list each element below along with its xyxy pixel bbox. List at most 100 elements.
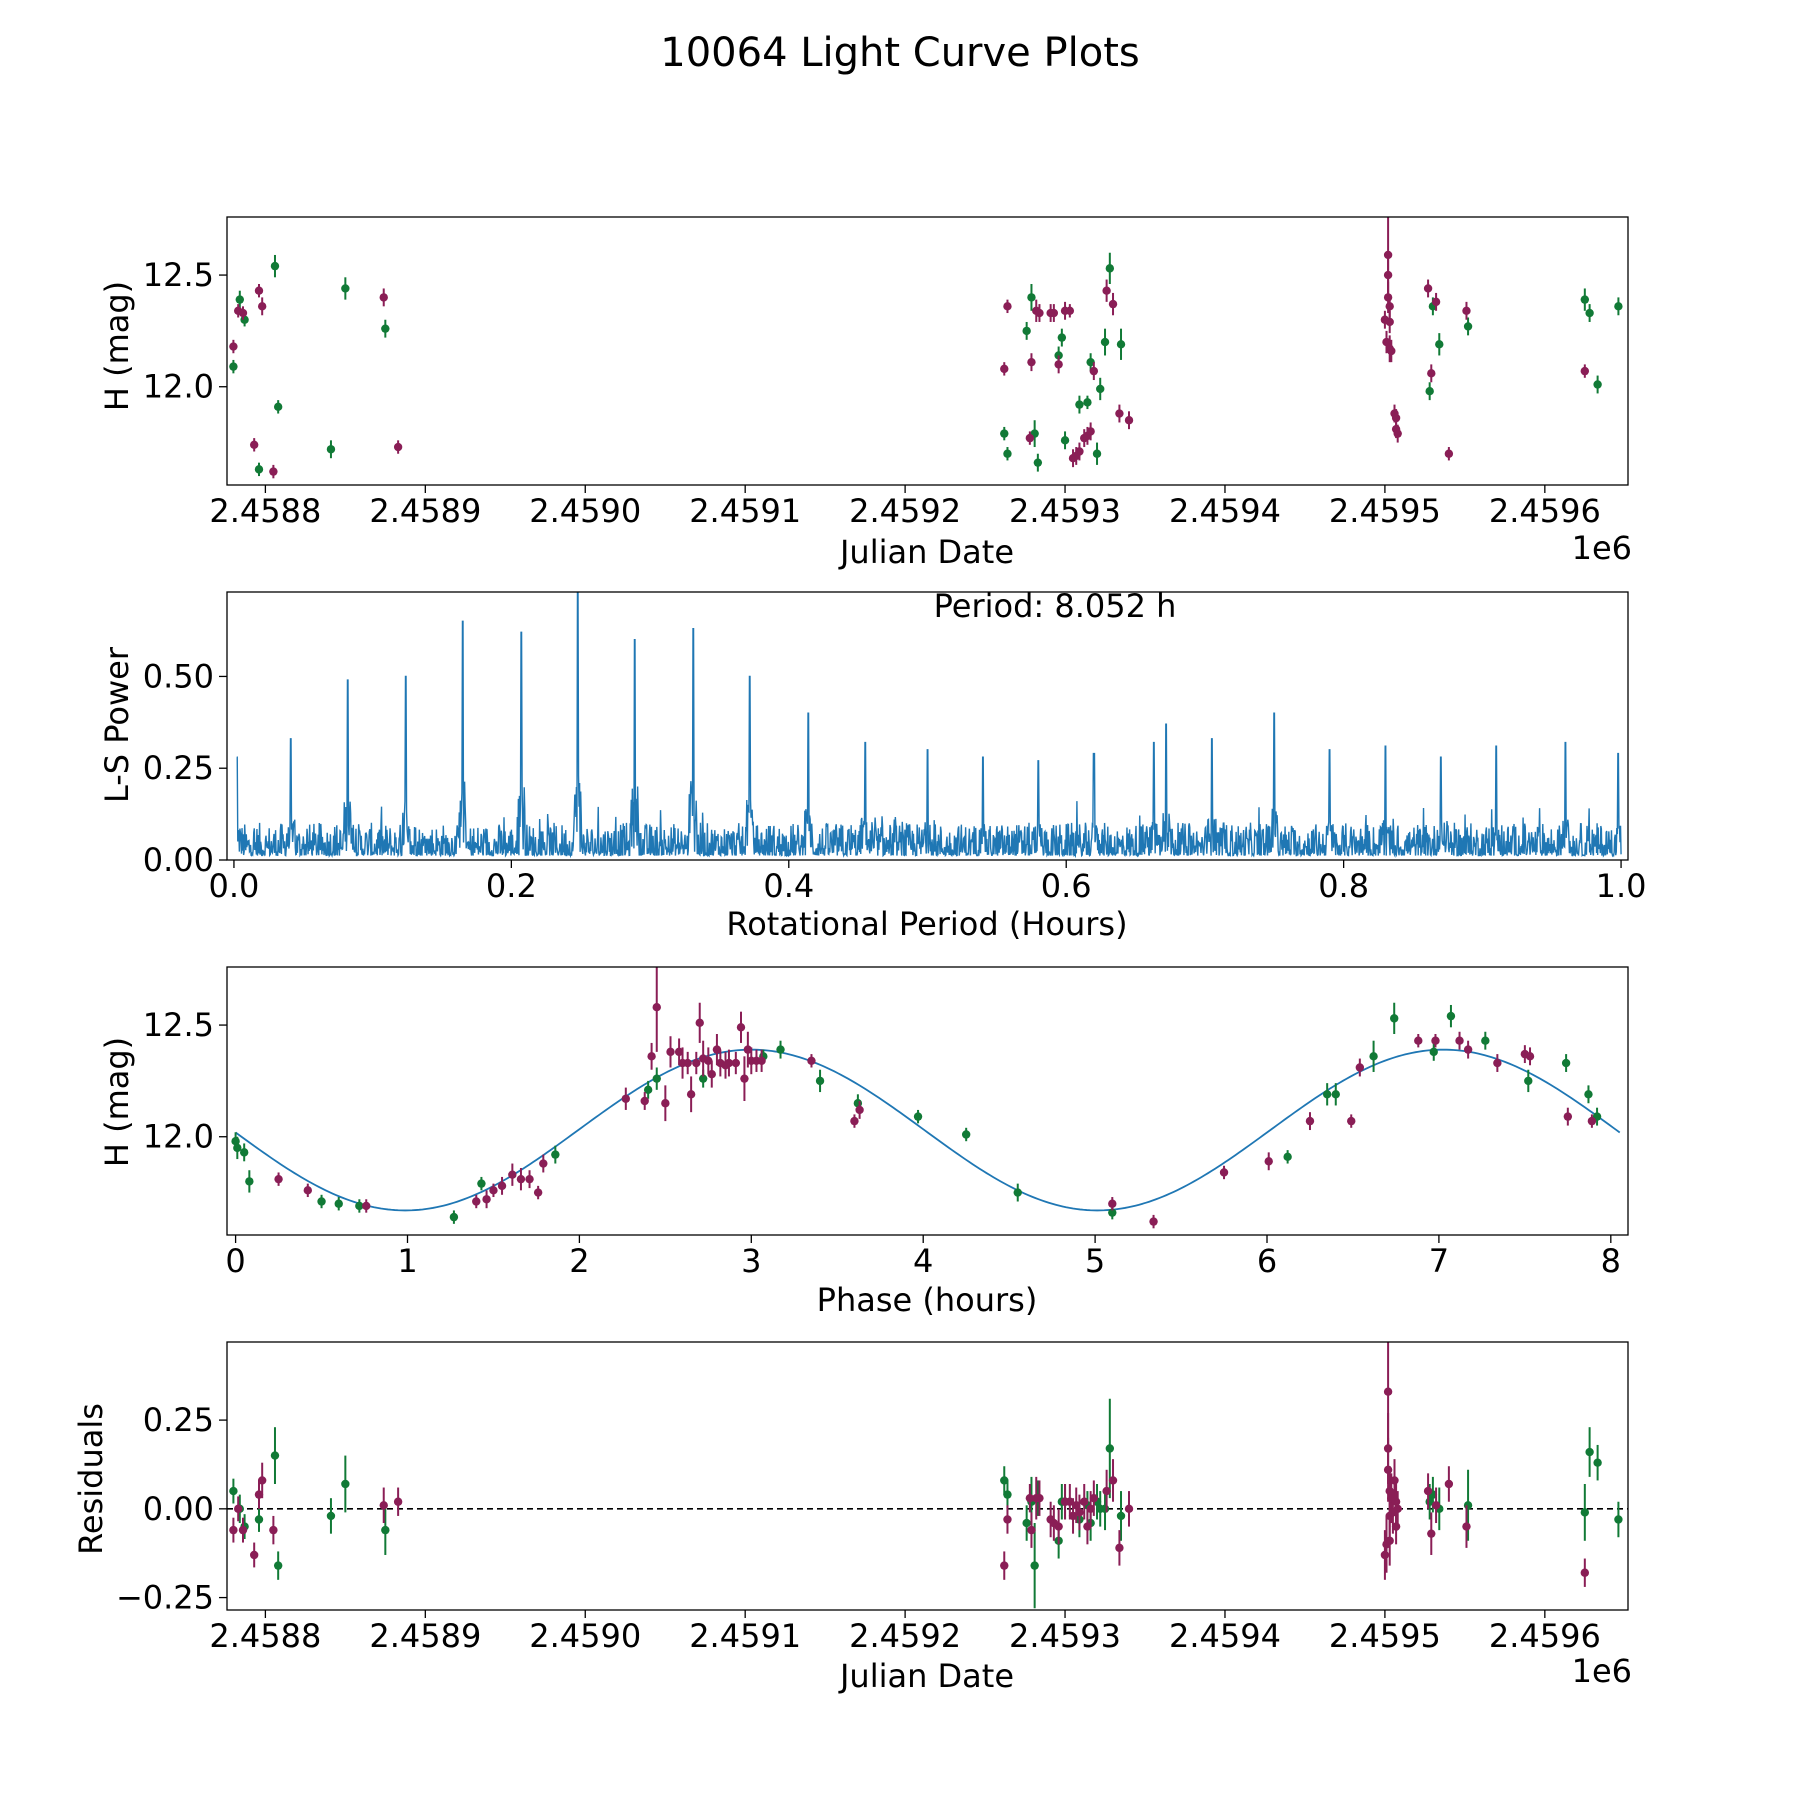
phased-point-purple xyxy=(695,1002,704,1043)
raw-y-axis-label: H (mag) xyxy=(98,281,136,411)
data-marker xyxy=(640,1096,649,1106)
residuals-y-tick-label: 0.00 xyxy=(143,1490,214,1528)
data-marker xyxy=(1115,409,1124,418)
phased-point-purple xyxy=(731,1051,741,1075)
data-marker xyxy=(1054,360,1063,369)
data-marker xyxy=(1116,340,1126,349)
data-marker xyxy=(692,1058,701,1068)
phased-point-green xyxy=(233,1136,242,1160)
data-marker xyxy=(683,1058,692,1068)
residuals-y-tick-label: 0.25 xyxy=(143,1401,214,1439)
data-marker xyxy=(743,1045,753,1054)
raw-point-purple xyxy=(1431,292,1441,311)
residuals-point-green xyxy=(229,1478,238,1504)
raw-point-purple xyxy=(1444,447,1454,461)
phased-x-tick-label: 6 xyxy=(1257,1242,1277,1280)
residuals-point-purple xyxy=(1431,1487,1441,1524)
phased-x-tick-label: 5 xyxy=(1085,1242,1105,1280)
raw-point-purple xyxy=(1089,362,1099,381)
phased-point-purple xyxy=(1463,1040,1473,1059)
data-marker xyxy=(1000,1476,1009,1485)
data-marker xyxy=(229,1486,238,1496)
raw-point-green xyxy=(326,440,336,459)
data-marker xyxy=(1096,384,1105,394)
data-marker xyxy=(533,1188,543,1197)
data-marker xyxy=(1013,1188,1022,1197)
data-marker xyxy=(1086,427,1095,436)
data-marker xyxy=(341,284,350,293)
data-marker xyxy=(1025,433,1035,443)
raw-point-purple xyxy=(238,306,248,320)
raw-point-purple xyxy=(1423,279,1433,298)
raw-point-green xyxy=(1096,377,1105,401)
data-marker xyxy=(539,1159,548,1168)
residuals-point-purple xyxy=(1102,1469,1111,1513)
data-marker xyxy=(341,1479,350,1489)
residuals-point-purple xyxy=(1124,1491,1134,1527)
data-marker xyxy=(1580,1568,1590,1577)
phased-point-purple xyxy=(489,1183,498,1198)
data-marker xyxy=(1463,322,1473,331)
residuals-point-purple xyxy=(379,1487,388,1524)
raw-y-tick-label: 12.0 xyxy=(143,368,214,406)
raw-point-green xyxy=(1060,431,1070,450)
data-marker xyxy=(1563,1112,1573,1121)
data-marker xyxy=(238,1525,248,1535)
raw-point-purple xyxy=(269,464,278,479)
data-marker xyxy=(1003,302,1012,311)
data-marker xyxy=(1390,1014,1399,1023)
raw-point-purple xyxy=(1065,304,1075,318)
data-marker xyxy=(1105,264,1115,273)
data-marker xyxy=(913,1112,923,1121)
phased-point-purple xyxy=(621,1087,631,1110)
phased-point-green xyxy=(1369,1040,1378,1072)
data-marker xyxy=(1022,326,1031,336)
data-marker xyxy=(1049,308,1059,318)
data-marker xyxy=(269,467,278,476)
raw-x-tick-label: 2.4596 xyxy=(1489,492,1601,530)
data-marker xyxy=(698,1074,708,1083)
phased-point-purple xyxy=(1493,1054,1502,1072)
phased-point-green xyxy=(776,1040,785,1059)
residuals-point-green xyxy=(1022,1505,1031,1541)
data-marker xyxy=(1219,1168,1229,1177)
raw-point-purple xyxy=(249,438,259,452)
phased-point-green xyxy=(1283,1150,1292,1164)
periodogram-y-tick-label: 0.00 xyxy=(143,841,214,879)
raw-point-purple xyxy=(229,339,238,354)
data-marker xyxy=(233,1143,242,1153)
residuals-point-purple xyxy=(249,1542,259,1568)
data-marker xyxy=(1283,1152,1292,1162)
data-marker xyxy=(1427,369,1436,378)
phased-point-purple xyxy=(1587,1114,1597,1128)
data-marker xyxy=(1580,366,1590,376)
figure-title: 10064 Light Curve Plots xyxy=(660,30,1139,76)
data-marker xyxy=(1027,293,1036,302)
residuals-point-green xyxy=(254,1507,264,1532)
phased-point-purple xyxy=(1431,1034,1440,1048)
periodogram-x-axis-label: Rotational Period (Hours) xyxy=(726,905,1127,943)
residuals-point-purple xyxy=(269,1515,278,1545)
data-marker xyxy=(1614,1515,1623,1524)
residuals-point-purple xyxy=(254,1480,264,1509)
data-marker xyxy=(1089,1493,1099,1503)
data-marker xyxy=(707,1070,716,1079)
phased-point-green xyxy=(334,1197,343,1211)
data-marker xyxy=(245,1177,254,1186)
phased-x-tick-label: 4 xyxy=(913,1242,933,1280)
raw-point-green xyxy=(1027,284,1036,311)
data-marker xyxy=(1387,346,1396,356)
data-marker xyxy=(1089,366,1099,376)
data-marker xyxy=(1427,1529,1436,1538)
residuals-x-tick-label: 2.4595 xyxy=(1329,1617,1441,1655)
data-marker xyxy=(551,1150,560,1159)
data-marker xyxy=(652,1003,661,1012)
raw-point-purple xyxy=(1054,355,1063,374)
raw-point-green xyxy=(1435,333,1444,356)
phased-point-green xyxy=(643,1080,653,1099)
raw-point-green xyxy=(1086,353,1095,372)
data-marker xyxy=(270,1451,280,1460)
data-marker xyxy=(379,293,388,302)
data-marker xyxy=(1027,1525,1036,1535)
